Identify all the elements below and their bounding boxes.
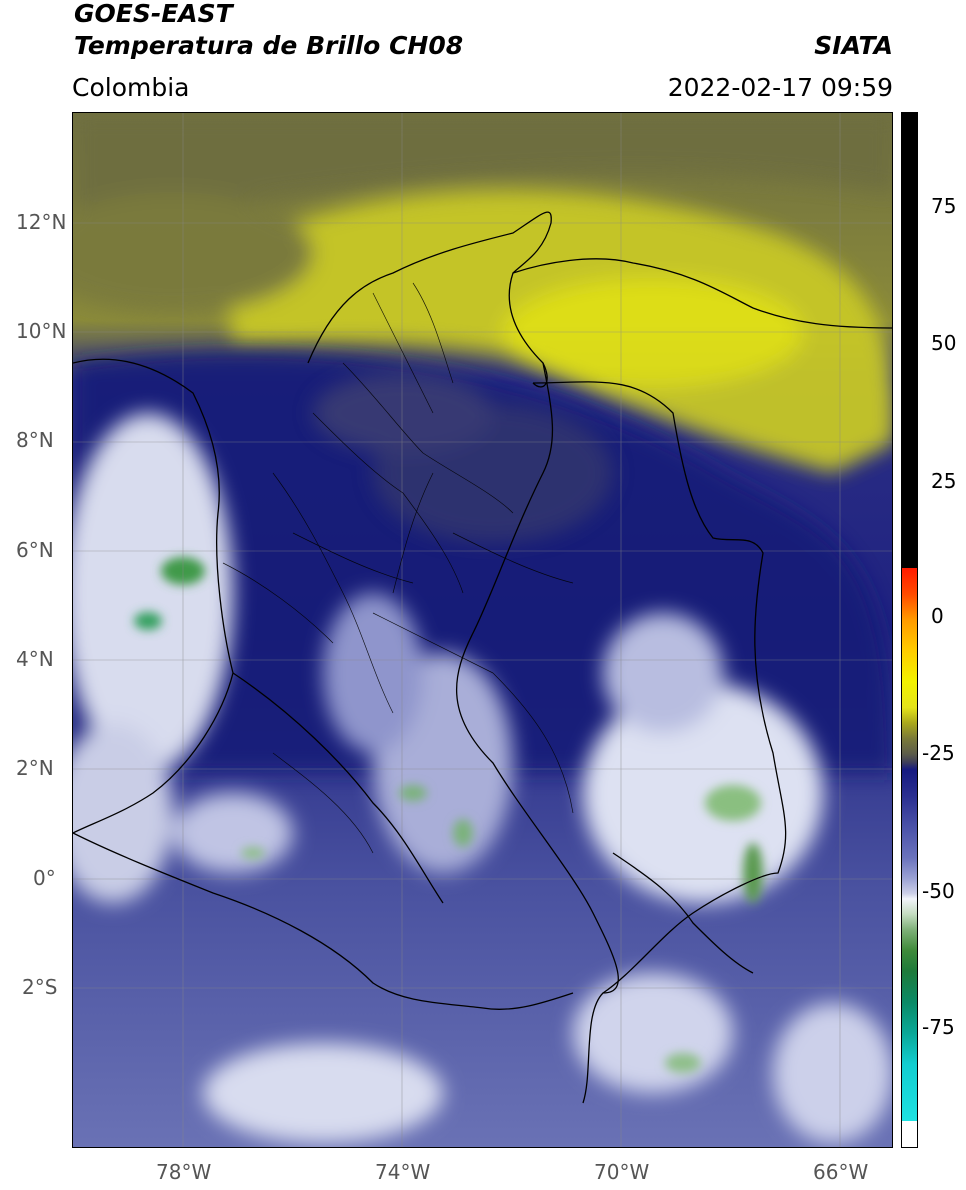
lon-tick-label: 78°W: [156, 1160, 212, 1184]
lon-tick-label: 66°W: [813, 1160, 869, 1184]
colorbar-tick-label: -50: [922, 879, 955, 903]
lat-tick-label: 10°N: [16, 319, 67, 343]
title-product: Temperatura de Brillo CH08: [74, 31, 464, 60]
colorbar-tick-label: 75: [931, 194, 957, 218]
country-borders: [73, 211, 892, 1104]
colorbar-tick-label: -25: [922, 741, 955, 765]
colorbar-tick-label: 25: [931, 469, 957, 493]
warm-band: [73, 113, 892, 473]
datetime-label: 2022-02-17 09:59: [667, 73, 893, 102]
satellite-map[interactable]: [72, 112, 893, 1148]
title-satellite: GOES-EAST: [74, 0, 233, 28]
lat-tick-label: 12°N: [16, 210, 67, 234]
department-borders: [222, 282, 574, 854]
lat-tick-label: 2°N: [16, 756, 54, 780]
olive-patches: [313, 373, 613, 543]
map-canvas: [73, 113, 892, 1147]
title-org: SIATA: [814, 31, 893, 60]
lat-tick-label: 0°: [33, 866, 56, 890]
region-label: Colombia: [72, 73, 190, 102]
colorbar-tick-label: 50: [931, 331, 957, 355]
lat-tick-label: 8°N: [16, 428, 54, 452]
lon-tick-label: 70°W: [594, 1160, 650, 1184]
lat-tick-label: 6°N: [16, 538, 54, 562]
colorbar: [901, 112, 918, 1148]
colorbar-tick-label: 0: [931, 604, 944, 628]
colorbar-tick-label: -75: [922, 1015, 955, 1039]
lat-tick-label: 4°N: [16, 647, 54, 671]
lat-tick-label: 2°S: [22, 975, 58, 999]
lon-tick-label: 74°W: [375, 1160, 431, 1184]
cloud-patches: [73, 413, 892, 1143]
